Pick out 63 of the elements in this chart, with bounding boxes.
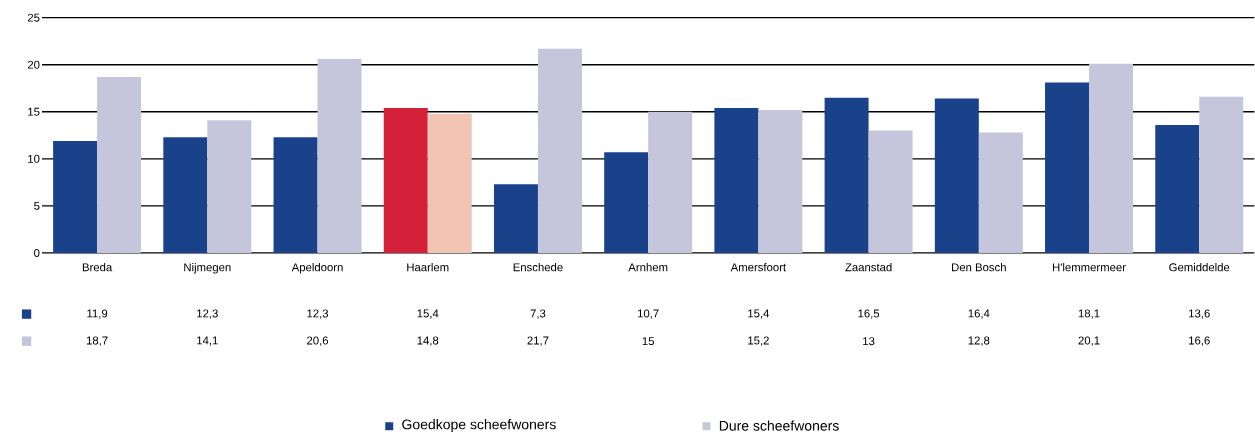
bar <box>978 132 1023 253</box>
data-label: 12,3 <box>197 309 218 319</box>
bar <box>1155 125 1200 253</box>
x-tick-label: Amersfoort <box>730 263 787 272</box>
bar <box>317 59 362 253</box>
data-label: 15 <box>642 337 654 346</box>
data-label: 12,3 <box>307 309 329 319</box>
bar <box>537 48 582 253</box>
x-tick-label: H'lemmermeer <box>1052 263 1126 272</box>
data-label: 14,8 <box>417 336 439 346</box>
data-label: 13,6 <box>1189 309 1210 319</box>
y-tick-label: 0 <box>34 248 40 257</box>
bar <box>207 120 252 253</box>
data-label: 15,4 <box>417 309 439 319</box>
x-tick-label: Breda <box>82 263 113 272</box>
x-tick-label: Enschede <box>513 263 563 272</box>
bar <box>868 130 913 253</box>
data-label: 21,7 <box>527 336 549 346</box>
bar <box>163 137 208 253</box>
data-label: 20,6 <box>307 336 329 346</box>
legend-label: Dure scheefwoners <box>719 420 839 431</box>
x-tick-label: Den Bosch <box>952 263 1006 272</box>
data-label: 7,3 <box>530 309 546 319</box>
bar <box>427 113 472 253</box>
bar <box>97 77 142 253</box>
data-label: 15,2 <box>748 336 769 346</box>
y-tick-label: 25 <box>27 13 40 22</box>
legend-label: Goedkope scheefwoners <box>402 419 556 433</box>
bar <box>824 97 869 253</box>
bar <box>53 140 98 253</box>
x-tick-label: Nijmegen <box>184 263 231 274</box>
x-tick-label: Haarlem <box>407 263 449 272</box>
data-label: 10,7 <box>638 309 659 319</box>
bar <box>273 137 318 253</box>
y-tick-label: 20 <box>27 60 40 69</box>
data-label: 15,4 <box>748 309 770 319</box>
data-label: 18,1 <box>1078 309 1100 319</box>
data-label: 16,6 <box>1189 336 1210 346</box>
bar <box>934 98 979 253</box>
data-label: 14,1 <box>197 336 218 346</box>
data-label: 16,4 <box>968 309 990 319</box>
x-tick-label: Zaanstad <box>845 263 892 272</box>
data-label: 20,1 <box>1078 336 1100 346</box>
bar <box>648 111 693 253</box>
bar <box>493 184 538 253</box>
bar <box>1045 82 1090 253</box>
bar <box>604 152 649 253</box>
y-tick-label: 10 <box>28 154 40 163</box>
data-label: 13 <box>863 337 875 346</box>
bar <box>714 108 759 253</box>
data-label: 12,8 <box>968 336 990 346</box>
data-label: 11,9 <box>87 309 108 319</box>
x-tick-label: Apeldoorn <box>291 263 343 274</box>
y-tick-label: 5 <box>34 201 40 210</box>
data-label: 16,5 <box>858 309 880 319</box>
data-label: 18,7 <box>86 336 108 346</box>
bar <box>758 109 803 253</box>
bar <box>1089 63 1134 253</box>
bar <box>383 108 428 253</box>
x-tick-label: Gemiddelde <box>1169 263 1230 272</box>
y-tick-label: 15 <box>28 107 40 116</box>
x-tick-label: Arnhem <box>628 263 668 272</box>
bar <box>1199 96 1244 253</box>
